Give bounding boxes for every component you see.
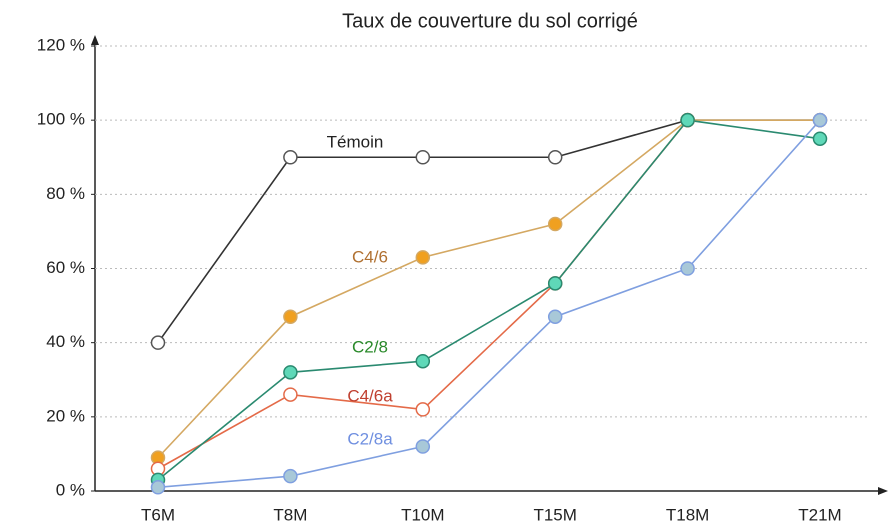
y-axis-arrow [91, 35, 99, 45]
x-tick-label: T15M [533, 505, 576, 524]
marker [547, 150, 563, 165]
series-label: C4/6a [347, 386, 393, 405]
marker [283, 150, 298, 165]
series-line [157, 119, 821, 481]
x-tick-label: T6M [141, 505, 175, 524]
y-tick-label: 0 % [56, 480, 85, 499]
series-label: C2/8a [347, 429, 393, 448]
x-tick-label: T10M [401, 505, 444, 524]
marker [547, 276, 563, 291]
marker [680, 112, 695, 128]
x-axis-arrow [878, 487, 888, 495]
marker [415, 150, 431, 165]
marker [680, 261, 695, 276]
series-label: C2/8 [352, 337, 388, 356]
y-tick-label: 80 % [46, 184, 85, 203]
marker [415, 353, 431, 369]
marker [812, 112, 828, 128]
y-tick-label: 40 % [46, 332, 85, 351]
marker [283, 468, 298, 484]
marker [415, 250, 431, 265]
series-line [157, 119, 820, 459]
marker [547, 216, 563, 232]
marker [415, 402, 431, 417]
series-line [157, 119, 821, 489]
series-label: C4/6 [352, 247, 388, 266]
marker [150, 335, 166, 350]
series-label: Témoin [327, 132, 384, 151]
marker [150, 480, 166, 495]
y-tick-label: 20 % [46, 406, 85, 425]
x-tick-label: T21M [798, 505, 841, 524]
marker [547, 309, 563, 324]
marker [283, 365, 298, 380]
marker [415, 439, 431, 454]
marker [283, 309, 298, 324]
marker [812, 131, 828, 146]
x-tick-label: T18M [666, 505, 709, 524]
marker [283, 387, 298, 402]
y-tick-label: 100 % [37, 110, 85, 129]
x-tick-label: T8M [273, 505, 307, 524]
y-tick-label: 120 % [37, 35, 85, 54]
y-tick-label: 60 % [46, 258, 85, 277]
chart-title: Taux de couverture du sol corrigé [342, 10, 638, 32]
